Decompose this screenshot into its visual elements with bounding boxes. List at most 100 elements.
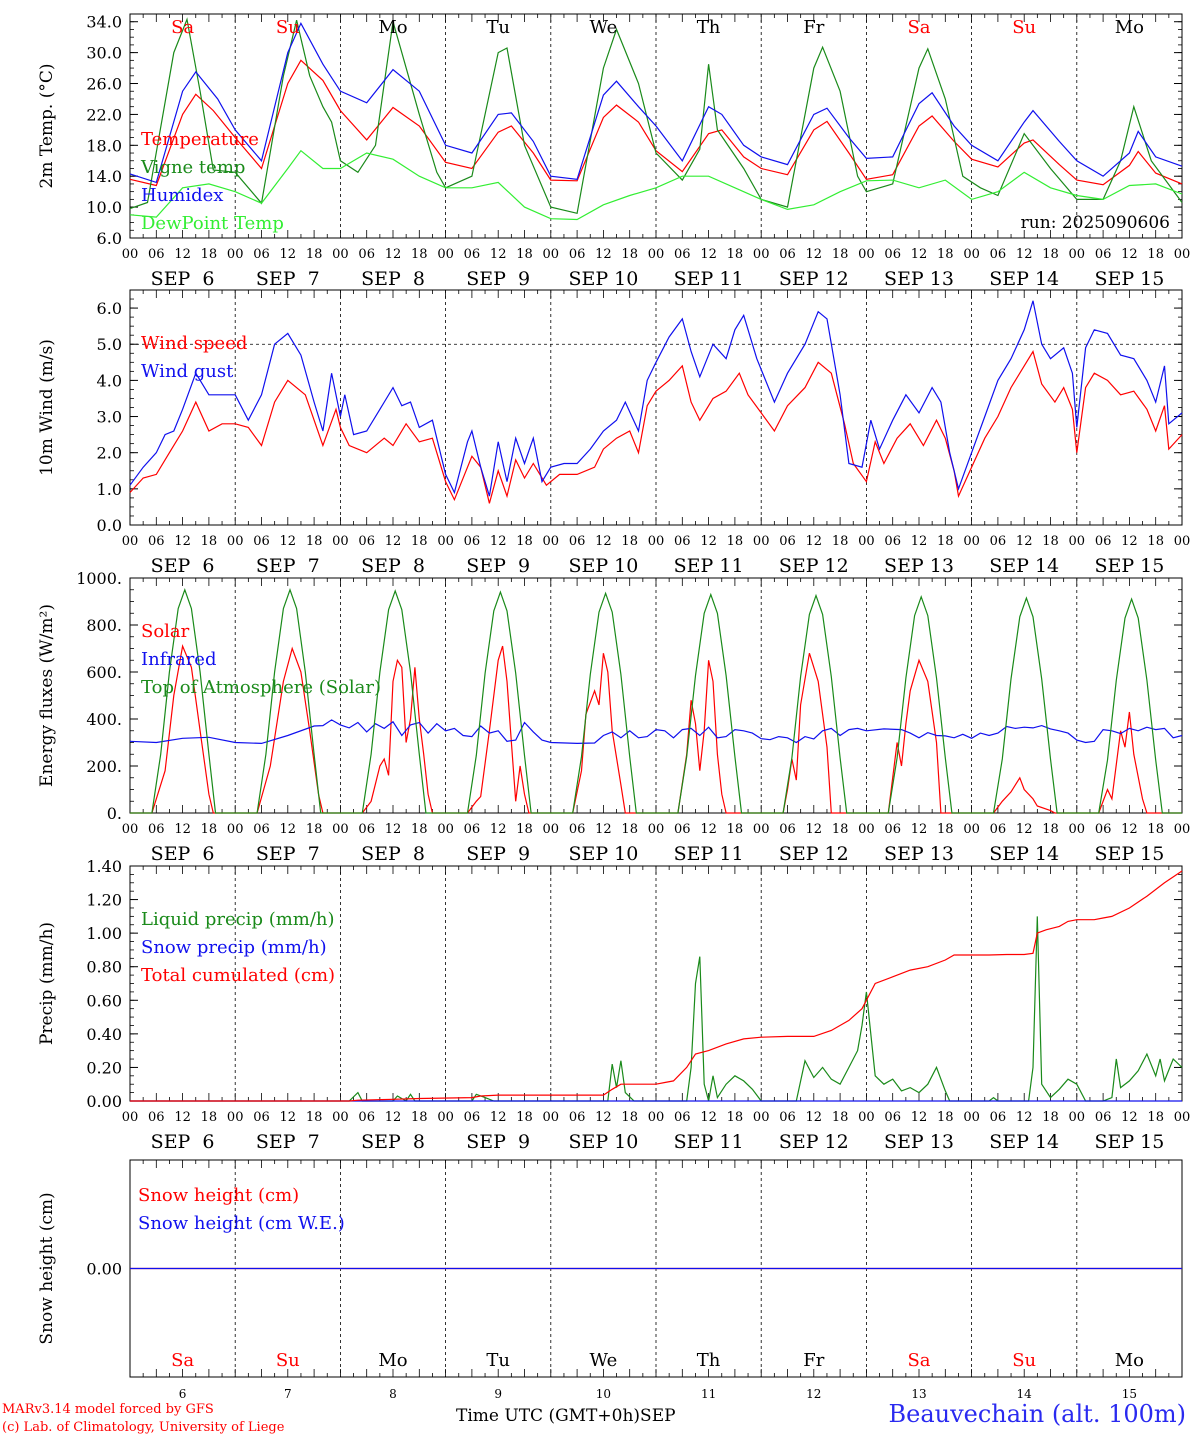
hour-tick-label: 06	[569, 1110, 586, 1125]
y-tick-label: 0.	[107, 804, 122, 823]
date-label: SEP 7	[256, 1131, 320, 1153]
hour-tick-label: 00	[648, 247, 665, 262]
date-label: SEP 15	[1094, 268, 1164, 290]
date-label: SEP 8	[361, 843, 425, 865]
hour-tick-label: 00	[332, 822, 349, 837]
day-abbr-label: We	[590, 1350, 618, 1371]
hour-tick-label: 00	[227, 822, 244, 837]
hour-tick-label: 06	[569, 247, 586, 262]
hour-tick-label: 00	[332, 1110, 349, 1125]
date-label: SEP 11	[674, 1131, 744, 1153]
date-label: SEP 13	[884, 843, 954, 865]
day-number-label: 15	[1122, 1387, 1137, 1401]
hour-tick-label: 06	[674, 822, 691, 837]
hour-tick-label: 12	[911, 247, 928, 262]
hour-tick-label: 12	[1121, 247, 1138, 262]
hour-tick-label: 00	[1069, 822, 1086, 837]
date-label: SEP 9	[466, 1131, 530, 1153]
hour-tick-label: 00	[227, 534, 244, 549]
hour-tick-label: 00	[753, 1110, 770, 1125]
time-axis-text: Time UTC (GMT+0h)	[456, 1406, 641, 1426]
legend-entry: Vigne temp	[140, 157, 245, 178]
hour-tick-label: 00	[1174, 822, 1191, 837]
hour-tick-label: 00	[122, 247, 139, 262]
hour-tick-label: 12	[490, 534, 507, 549]
y-tick-label: 1.40	[86, 857, 122, 876]
y-tick-label: 0.60	[86, 991, 122, 1010]
hour-tick-label: 00	[753, 247, 770, 262]
legend-entry: Infrared	[141, 649, 216, 670]
hour-tick-label: 18	[621, 822, 638, 837]
hour-tick-label: 12	[490, 822, 507, 837]
hour-tick-label: 00	[437, 1110, 454, 1125]
hour-tick-label: 12	[280, 822, 297, 837]
hour-tick-label: 18	[1147, 534, 1164, 549]
run-label: run: 2025090606	[1021, 213, 1170, 233]
model-credit: MARv3.14 model forced by GFS	[2, 1402, 214, 1417]
hour-tick-label: 06	[1095, 534, 1112, 549]
y-tick-label: 600.	[86, 663, 122, 682]
panel-1: 6.0 10.0 14.0 18.0 22.0 26.0 30.0 34.0 2m Temp. …	[37, 13, 1190, 290]
hour-tick-label: 06	[358, 534, 375, 549]
y-tick-label: 800.	[86, 616, 122, 635]
y-tick-label: 2.0	[97, 444, 122, 463]
station-name: Beauvechain (alt. 100m)	[888, 1400, 1186, 1428]
day-number-label: 9	[494, 1387, 502, 1401]
y-tick-label: 1.20	[86, 891, 122, 910]
y-tick-label: 6.0	[97, 299, 122, 318]
day-number-label: 14	[1017, 1387, 1033, 1401]
hour-tick-label: 06	[148, 1110, 165, 1125]
y-tick-label: 0.20	[86, 1058, 122, 1077]
legend-entry: Snow precip (mm/h)	[141, 937, 327, 958]
date-label: SEP 14	[989, 843, 1059, 865]
legend-entry: Top of Atmosphere (Solar)	[141, 677, 381, 698]
date-label: SEP 12	[779, 555, 849, 577]
date-label: SEP 10	[568, 268, 638, 290]
hour-tick-label: 18	[516, 534, 533, 549]
hour-tick-label: 18	[832, 534, 849, 549]
y-tick-label: 30.0	[86, 44, 122, 63]
hour-tick-label: 06	[358, 822, 375, 837]
hour-tick-label: 06	[990, 1110, 1007, 1125]
hour-tick-label: 06	[884, 1110, 901, 1125]
hour-tick-label: 06	[779, 247, 796, 262]
day-number-label: 10	[596, 1387, 611, 1401]
y-tick-label: 1.0	[97, 480, 122, 499]
hour-tick-label: 18	[1147, 1110, 1164, 1125]
hour-tick-label: 06	[779, 534, 796, 549]
date-label: SEP 10	[568, 1131, 638, 1153]
day-abbr-label: Th	[697, 1350, 721, 1371]
legend-entry: Solar	[141, 621, 190, 642]
day-number-label: 8	[389, 1387, 397, 1401]
y-tick-label: 0.00	[86, 1092, 122, 1111]
date-label: SEP 9	[466, 843, 530, 865]
day-abbr-label: Th	[697, 17, 721, 38]
hour-tick-label: 18	[411, 534, 428, 549]
hour-tick-label: 12	[911, 534, 928, 549]
hour-tick-label: 18	[1042, 247, 1059, 262]
hour-tick-label: 18	[832, 822, 849, 837]
hour-tick-label: 12	[700, 534, 717, 549]
hour-tick-label: 12	[595, 822, 612, 837]
hour-tick-label: 12	[700, 822, 717, 837]
hour-tick-label: 12	[1121, 822, 1138, 837]
hour-tick-label: 18	[201, 247, 218, 262]
hour-tick-label: 18	[201, 1110, 218, 1125]
date-label: SEP 10	[568, 843, 638, 865]
hour-tick-label: 18	[727, 534, 744, 549]
hour-tick-label: 06	[1095, 822, 1112, 837]
hour-tick-label: 00	[753, 534, 770, 549]
hour-tick-label: 12	[1016, 1110, 1033, 1125]
hour-tick-label: 00	[437, 534, 454, 549]
hour-tick-label: 00	[858, 247, 875, 262]
date-label: SEP 13	[884, 1131, 954, 1153]
hour-tick-label: 18	[411, 822, 428, 837]
hour-tick-label: 12	[700, 1110, 717, 1125]
hour-tick-label: 06	[779, 822, 796, 837]
series-line-temperature	[129, 59, 1183, 187]
hour-tick-label: 18	[516, 247, 533, 262]
hour-tick-label: 12	[700, 247, 717, 262]
hour-tick-label: 18	[1042, 822, 1059, 837]
hour-tick-label: 00	[963, 534, 980, 549]
hour-tick-label: 00	[858, 822, 875, 837]
